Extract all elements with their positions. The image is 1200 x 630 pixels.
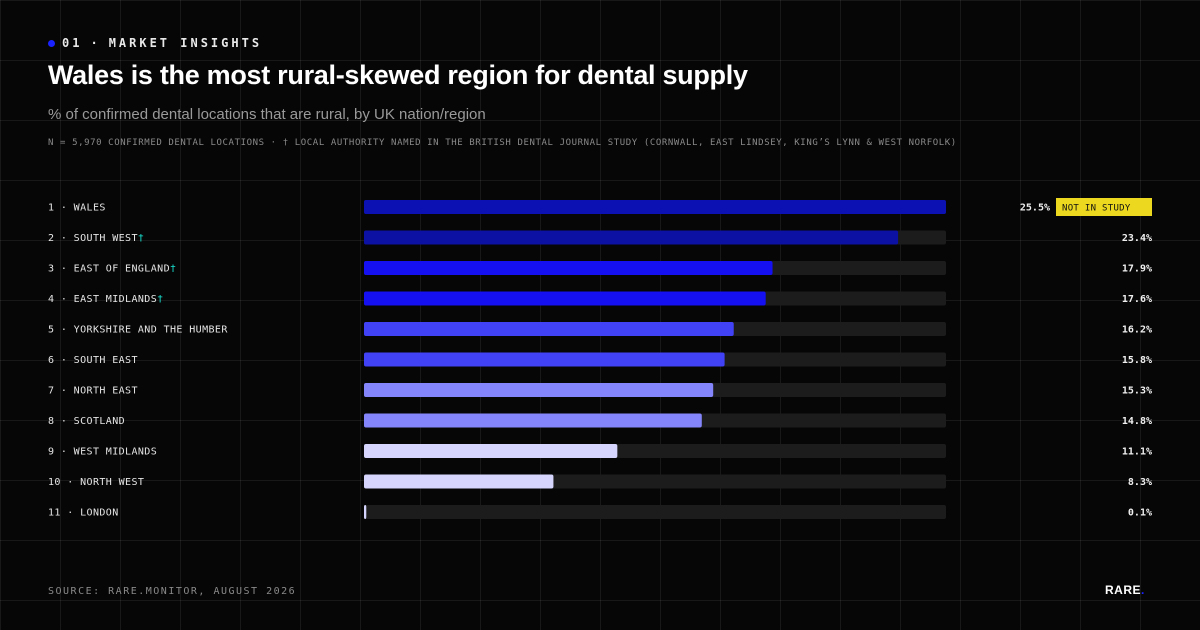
data-label: 15.8% xyxy=(1122,355,1152,366)
data-label: 16.2% xyxy=(1122,325,1152,336)
bar xyxy=(364,352,725,367)
data-label: 23.4% xyxy=(1122,233,1152,244)
status-badge-label: NOT IN STUDY xyxy=(1062,204,1131,214)
category-label: 11 · LONDON xyxy=(48,508,119,519)
bar xyxy=(364,505,367,519)
bar xyxy=(364,444,618,458)
bar xyxy=(364,200,946,214)
source-note: SOURCE: RARE.MONITOR, AUGUST 2026 xyxy=(48,586,297,597)
category-label: 10 · NORTH WEST xyxy=(48,477,144,488)
dagger-marker: † xyxy=(170,264,176,275)
brand-dot: . xyxy=(1141,583,1145,597)
brand-logo: RARE. xyxy=(1105,583,1145,597)
data-label: 25.5% xyxy=(1020,203,1050,214)
bar xyxy=(364,230,899,245)
category-label: 2 · SOUTH WEST† xyxy=(48,233,144,244)
methodology-note: N = 5,970 CONFIRMED DENTAL LOCATIONS · †… xyxy=(48,138,957,148)
data-label: 8.3% xyxy=(1128,477,1152,488)
eyebrow-number: 01 xyxy=(62,36,83,50)
data-label: 14.8% xyxy=(1122,416,1152,427)
bar xyxy=(364,322,734,336)
data-label: 17.9% xyxy=(1122,264,1152,275)
data-label: 11.1% xyxy=(1122,447,1152,458)
data-label: 15.3% xyxy=(1122,386,1152,397)
category-label: 7 · NORTH EAST xyxy=(48,386,138,397)
data-label: 0.1% xyxy=(1128,508,1152,519)
bar xyxy=(364,291,766,306)
dagger-marker: † xyxy=(157,294,163,305)
eyebrow: 01 · MARKET INSIGHTS xyxy=(48,36,262,50)
bar xyxy=(364,474,554,489)
dagger-marker: † xyxy=(138,233,144,244)
category-label: 5 · YORKSHIRE AND THE HUMBER xyxy=(48,325,228,336)
category-label: 4 · EAST MIDLANDS† xyxy=(48,294,164,305)
bar xyxy=(364,383,714,397)
page-title: Wales is the most rural-skewed region fo… xyxy=(48,60,748,90)
bar-track xyxy=(364,505,946,519)
category-label: 8 · SCOTLAND xyxy=(48,416,125,427)
category-label: 1 · WALES xyxy=(48,203,106,214)
bar xyxy=(364,261,773,275)
data-label: 17.6% xyxy=(1122,294,1152,305)
page-subtitle: % of confirmed dental locations that are… xyxy=(48,106,486,123)
category-label: 9 · WEST MIDLANDS xyxy=(48,447,157,458)
eyebrow-dot-icon xyxy=(48,39,55,47)
eyebrow-label: MARKET INSIGHTS xyxy=(108,36,263,50)
category-label: 6 · SOUTH EAST xyxy=(48,355,138,366)
bar xyxy=(364,413,702,428)
brand-name: RARE xyxy=(1105,583,1142,597)
eyebrow-separator: · xyxy=(90,36,101,50)
category-label: 3 · EAST OF ENGLAND† xyxy=(48,264,176,275)
status-badge xyxy=(1056,198,1152,216)
